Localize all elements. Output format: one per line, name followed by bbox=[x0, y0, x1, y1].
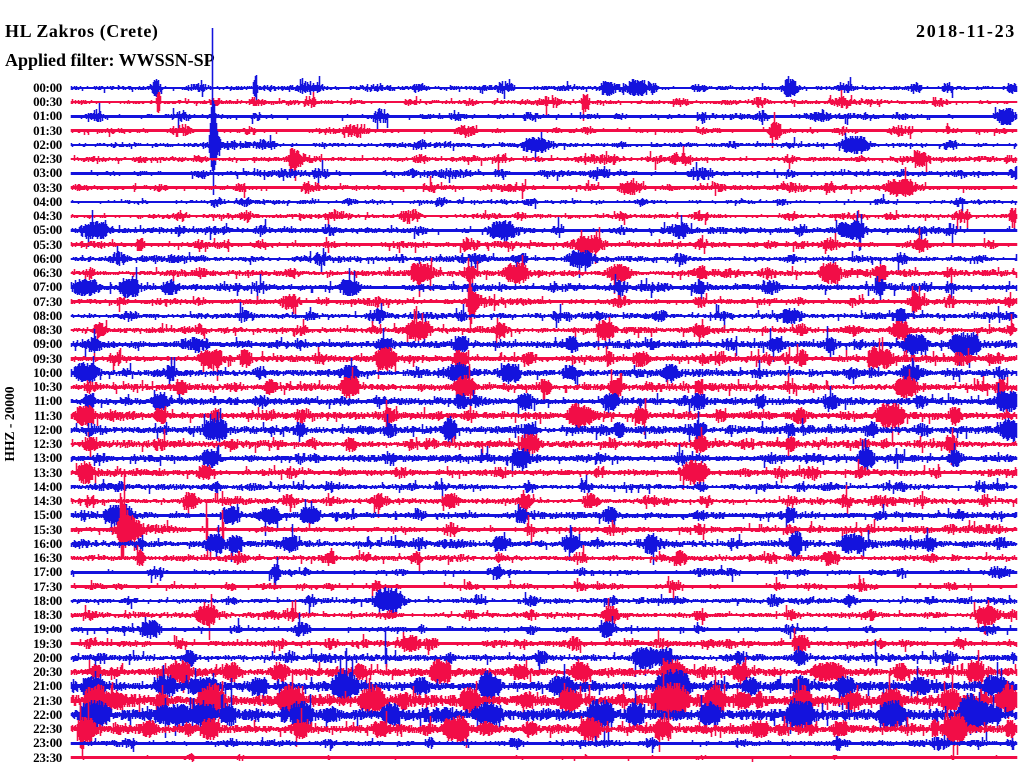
svg-text:02:00: 02:00 bbox=[33, 137, 62, 152]
svg-text:00:30: 00:30 bbox=[33, 94, 62, 109]
svg-text:07:00: 07:00 bbox=[33, 279, 62, 294]
svg-text:14:00: 14:00 bbox=[33, 479, 62, 494]
svg-text:00:00: 00:00 bbox=[33, 80, 62, 95]
svg-text:06:00: 06:00 bbox=[33, 251, 62, 266]
svg-text:22:00: 22:00 bbox=[33, 707, 62, 722]
svg-text:20:30: 20:30 bbox=[33, 664, 62, 679]
svg-text:11:00: 11:00 bbox=[34, 393, 62, 408]
svg-text:18:00: 18:00 bbox=[33, 593, 62, 608]
svg-text:08:30: 08:30 bbox=[33, 322, 62, 337]
svg-text:19:30: 19:30 bbox=[33, 636, 62, 651]
svg-text:19:00: 19:00 bbox=[33, 621, 62, 636]
svg-text:01:30: 01:30 bbox=[33, 123, 62, 138]
svg-text:2018-11-23: 2018-11-23 bbox=[916, 21, 1016, 41]
svg-text:15:30: 15:30 bbox=[33, 522, 62, 537]
svg-text:15:00: 15:00 bbox=[33, 507, 62, 522]
svg-text:16:00: 16:00 bbox=[33, 536, 62, 551]
svg-text:04:30: 04:30 bbox=[33, 208, 62, 223]
svg-text:16:30: 16:30 bbox=[33, 550, 62, 565]
svg-text:Applied filter: WWSSN-SP: Applied filter: WWSSN-SP bbox=[5, 50, 215, 70]
svg-text:23:30: 23:30 bbox=[33, 750, 62, 765]
svg-text:02:30: 02:30 bbox=[33, 151, 62, 166]
svg-text:06:30: 06:30 bbox=[33, 265, 62, 280]
svg-text:17:00: 17:00 bbox=[33, 564, 62, 579]
svg-text:09:30: 09:30 bbox=[33, 351, 62, 366]
svg-text:12:30: 12:30 bbox=[33, 436, 62, 451]
svg-text:13:00: 13:00 bbox=[33, 450, 62, 465]
svg-text:09:00: 09:00 bbox=[33, 336, 62, 351]
svg-text:10:30: 10:30 bbox=[33, 379, 62, 394]
svg-text:14:30: 14:30 bbox=[33, 493, 62, 508]
svg-text:HL Zakros (Crete): HL Zakros (Crete) bbox=[5, 21, 159, 42]
svg-text:05:30: 05:30 bbox=[33, 237, 62, 252]
svg-text:13:30: 13:30 bbox=[33, 465, 62, 480]
svg-text:12:00: 12:00 bbox=[33, 422, 62, 437]
svg-text:08:00: 08:00 bbox=[33, 308, 62, 323]
svg-text:11:30: 11:30 bbox=[34, 408, 62, 423]
svg-text:23:00: 23:00 bbox=[33, 735, 62, 750]
svg-text:03:00: 03:00 bbox=[33, 165, 62, 180]
svg-text:07:30: 07:30 bbox=[33, 294, 62, 309]
svg-text:17:30: 17:30 bbox=[33, 579, 62, 594]
svg-text:21:00: 21:00 bbox=[33, 678, 62, 693]
svg-text:HHZ - 20000: HHZ - 20000 bbox=[2, 386, 17, 461]
svg-text:01:00: 01:00 bbox=[33, 108, 62, 123]
svg-text:10:00: 10:00 bbox=[33, 365, 62, 380]
svg-text:04:00: 04:00 bbox=[33, 194, 62, 209]
svg-text:21:30: 21:30 bbox=[33, 693, 62, 708]
svg-text:22:30: 22:30 bbox=[33, 721, 62, 736]
svg-text:20:00: 20:00 bbox=[33, 650, 62, 665]
svg-text:18:30: 18:30 bbox=[33, 607, 62, 622]
svg-text:03:30: 03:30 bbox=[33, 180, 62, 195]
svg-text:05:00: 05:00 bbox=[33, 222, 62, 237]
